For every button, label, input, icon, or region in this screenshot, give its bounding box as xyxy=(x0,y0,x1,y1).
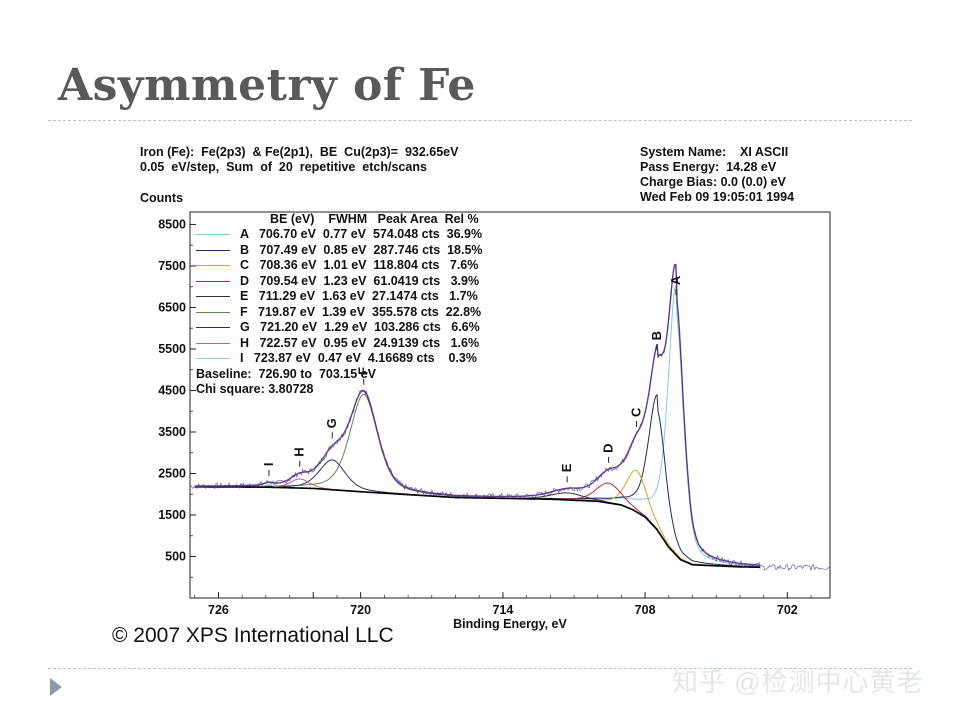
baseline-curve xyxy=(194,486,761,569)
footer-divider xyxy=(48,668,912,669)
slide-title: Asymmetry of Fe xyxy=(58,60,476,111)
x-tick-label: 720 xyxy=(350,603,371,617)
y-tick-label: 6500 xyxy=(158,300,186,314)
legend-header: BE (eV) FWHM Peak Area Rel % xyxy=(270,212,479,226)
legend-swatch-i xyxy=(196,358,230,359)
legend-text-b: B 707.49 eV 0.85 eV 287.746 cts 18.5% xyxy=(240,242,483,257)
legend-swatch-d xyxy=(196,280,230,282)
y-tick-label: 8500 xyxy=(158,217,186,231)
peak-label-g: G xyxy=(324,418,339,428)
x-tick-label: 708 xyxy=(635,603,656,617)
y-axis-label: Counts xyxy=(140,191,183,205)
peak-label-f: F xyxy=(356,367,371,375)
raw-data-curve xyxy=(189,264,831,572)
spectrum-description-line1: Iron (Fe): Fe(2p3) & Fe(2p1), BE Cu(2p3)… xyxy=(140,145,459,159)
peak-label-d: D xyxy=(601,443,616,452)
y-tick-label: 1500 xyxy=(158,508,186,522)
legend-text-d: D 709.54 eV 1.23 eV 61.0419 cts 3.9% xyxy=(240,273,480,288)
component-curve-c xyxy=(194,469,761,568)
peak-label-e: E xyxy=(559,463,574,472)
chi-square-info: Chi square: 3.80728 xyxy=(196,382,314,396)
legend-text-a: A 706.70 eV 0.77 eV 574.048 cts 36.9% xyxy=(240,227,483,241)
watermark: 知乎 @检测中心黄老 xyxy=(672,667,924,697)
legend-text-e: E 711.29 eV 1.63 eV 27.1474 cts 1.7% xyxy=(240,289,478,303)
title-divider xyxy=(48,120,912,121)
legend-text-f: F 719.87 eV 1.39 eV 355.578 cts 22.8% xyxy=(240,304,482,319)
x-tick-label: 714 xyxy=(492,603,513,617)
legend-text-i: I 723.87 eV 0.47 eV 4.16689 cts 0.3% xyxy=(240,351,477,365)
legend-swatch-f xyxy=(196,311,230,313)
peak-label-a: A xyxy=(668,275,683,285)
legend-text-g: G 721.20 eV 1.29 eV 103.286 cts 6.6% xyxy=(240,320,480,334)
legend-swatch-g xyxy=(196,327,230,328)
component-curve-f xyxy=(194,394,761,568)
plot-frame xyxy=(189,211,831,599)
component-curve-b xyxy=(194,393,761,568)
x-tick-label: 702 xyxy=(777,603,798,617)
y-tick-label: 500 xyxy=(165,549,186,563)
peak-label-b: B xyxy=(649,331,664,340)
peak-label-i: I xyxy=(261,462,276,466)
legend-swatch-b xyxy=(196,249,230,251)
legend-swatch-c xyxy=(196,265,230,266)
legend-text-h: H 722.57 eV 0.95 eV 24.9139 cts 1.6% xyxy=(240,335,480,350)
pass-energy: Pass Energy: 14.28 eV xyxy=(640,160,777,174)
y-tick-label: 3500 xyxy=(158,425,186,439)
copyright-notice: © 2007 XPS International LLC xyxy=(112,624,394,647)
legend-text-c: C 708.36 eV 1.01 eV 118.804 cts 7.6% xyxy=(240,258,479,272)
acquisition-date: Wed Feb 09 19:05:01 1994 xyxy=(640,190,795,204)
y-tick-label: 7500 xyxy=(158,259,186,273)
legend-swatch-h xyxy=(196,342,230,344)
legend-swatch-a xyxy=(196,234,230,235)
bullet-arrow-icon xyxy=(50,678,62,696)
y-tick-label: 4500 xyxy=(158,383,186,397)
legend-swatch-e xyxy=(196,296,230,297)
peak-label-c: C xyxy=(629,407,644,417)
baseline-info: Baseline: 726.90 to 703.15 eV xyxy=(196,367,376,381)
peak-label-h: H xyxy=(292,447,307,456)
system-name: System Name: XI ASCII xyxy=(640,145,789,159)
y-tick-label: 2500 xyxy=(158,466,186,480)
x-axis-label: Binding Energy, eV xyxy=(453,617,567,631)
y-tick-label: 5500 xyxy=(158,342,186,356)
component-curve-g xyxy=(194,459,761,568)
spectrum-description-line2: 0.05 eV/step, Sum of 20 repetitive etch/… xyxy=(140,160,427,174)
charge-bias: Charge Bias: 0.0 (0.0) eV xyxy=(640,175,786,189)
x-tick-label: 726 xyxy=(208,603,229,617)
